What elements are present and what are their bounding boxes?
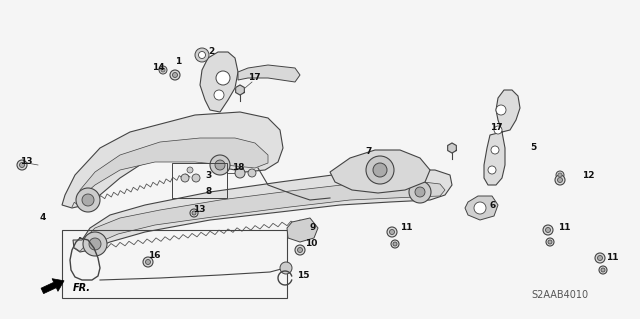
Text: FR.: FR. <box>73 283 91 293</box>
Circle shape <box>601 268 605 272</box>
Circle shape <box>210 155 230 175</box>
Circle shape <box>170 70 180 80</box>
Circle shape <box>190 209 198 217</box>
Text: 17: 17 <box>248 73 260 83</box>
Circle shape <box>595 253 605 263</box>
Polygon shape <box>330 150 430 193</box>
Circle shape <box>548 240 552 244</box>
Circle shape <box>496 105 506 115</box>
Circle shape <box>474 202 486 214</box>
Polygon shape <box>447 143 456 153</box>
Circle shape <box>409 181 431 203</box>
Circle shape <box>173 72 177 78</box>
Text: 13: 13 <box>193 205 205 214</box>
Circle shape <box>393 242 397 246</box>
Text: 8: 8 <box>205 188 211 197</box>
Text: 4: 4 <box>40 213 46 222</box>
Circle shape <box>215 160 225 170</box>
Circle shape <box>145 259 150 264</box>
Polygon shape <box>41 279 64 293</box>
Polygon shape <box>85 181 445 248</box>
Text: 6: 6 <box>490 201 496 210</box>
Circle shape <box>556 171 564 179</box>
Circle shape <box>598 256 602 261</box>
Circle shape <box>214 90 224 100</box>
Text: 15: 15 <box>297 271 310 280</box>
Polygon shape <box>80 138 268 198</box>
Circle shape <box>76 188 100 212</box>
Circle shape <box>415 187 425 197</box>
Circle shape <box>192 211 196 215</box>
Polygon shape <box>200 52 238 112</box>
Circle shape <box>159 66 167 74</box>
Circle shape <box>161 68 165 72</box>
Circle shape <box>545 227 550 233</box>
Polygon shape <box>73 170 452 252</box>
Circle shape <box>491 146 499 154</box>
Circle shape <box>373 163 387 177</box>
Circle shape <box>295 245 305 255</box>
Circle shape <box>143 257 153 267</box>
Circle shape <box>488 166 496 174</box>
Polygon shape <box>238 65 300 82</box>
Circle shape <box>555 175 565 185</box>
Polygon shape <box>465 196 498 220</box>
Text: 12: 12 <box>582 170 595 180</box>
Text: 3: 3 <box>205 170 211 180</box>
Circle shape <box>192 174 200 182</box>
Bar <box>172 163 227 198</box>
Text: 11: 11 <box>606 254 618 263</box>
Text: 18: 18 <box>232 164 244 173</box>
Circle shape <box>543 225 553 235</box>
Text: 2: 2 <box>208 48 214 56</box>
Circle shape <box>557 177 563 182</box>
Text: 7: 7 <box>365 147 371 157</box>
Text: 9: 9 <box>310 224 316 233</box>
Circle shape <box>17 160 27 170</box>
Circle shape <box>391 240 399 248</box>
Circle shape <box>248 169 256 177</box>
Polygon shape <box>287 218 318 242</box>
Text: 5: 5 <box>530 144 536 152</box>
Circle shape <box>235 168 245 178</box>
Circle shape <box>216 71 230 85</box>
Circle shape <box>19 162 24 167</box>
Circle shape <box>82 194 94 206</box>
Text: 1: 1 <box>175 57 181 66</box>
Circle shape <box>546 238 554 246</box>
Circle shape <box>181 174 189 182</box>
Polygon shape <box>62 112 283 208</box>
Circle shape <box>187 167 193 173</box>
Circle shape <box>366 156 394 184</box>
Text: S2AAB4010: S2AAB4010 <box>531 290 589 300</box>
Bar <box>62 230 287 298</box>
Text: 13: 13 <box>20 158 33 167</box>
Circle shape <box>599 266 607 274</box>
Circle shape <box>494 126 502 134</box>
Text: 11: 11 <box>400 224 413 233</box>
Circle shape <box>298 248 303 253</box>
Circle shape <box>198 51 205 58</box>
Polygon shape <box>236 85 244 95</box>
Polygon shape <box>484 90 520 185</box>
Circle shape <box>195 48 209 62</box>
Circle shape <box>280 262 292 274</box>
Text: 10: 10 <box>305 240 317 249</box>
Circle shape <box>558 173 562 177</box>
Text: 17: 17 <box>490 123 502 132</box>
Circle shape <box>387 227 397 237</box>
Circle shape <box>89 238 101 250</box>
Text: 16: 16 <box>148 251 161 261</box>
Text: 11: 11 <box>558 224 570 233</box>
Text: 14: 14 <box>152 63 164 72</box>
Circle shape <box>390 229 394 234</box>
Circle shape <box>83 232 107 256</box>
